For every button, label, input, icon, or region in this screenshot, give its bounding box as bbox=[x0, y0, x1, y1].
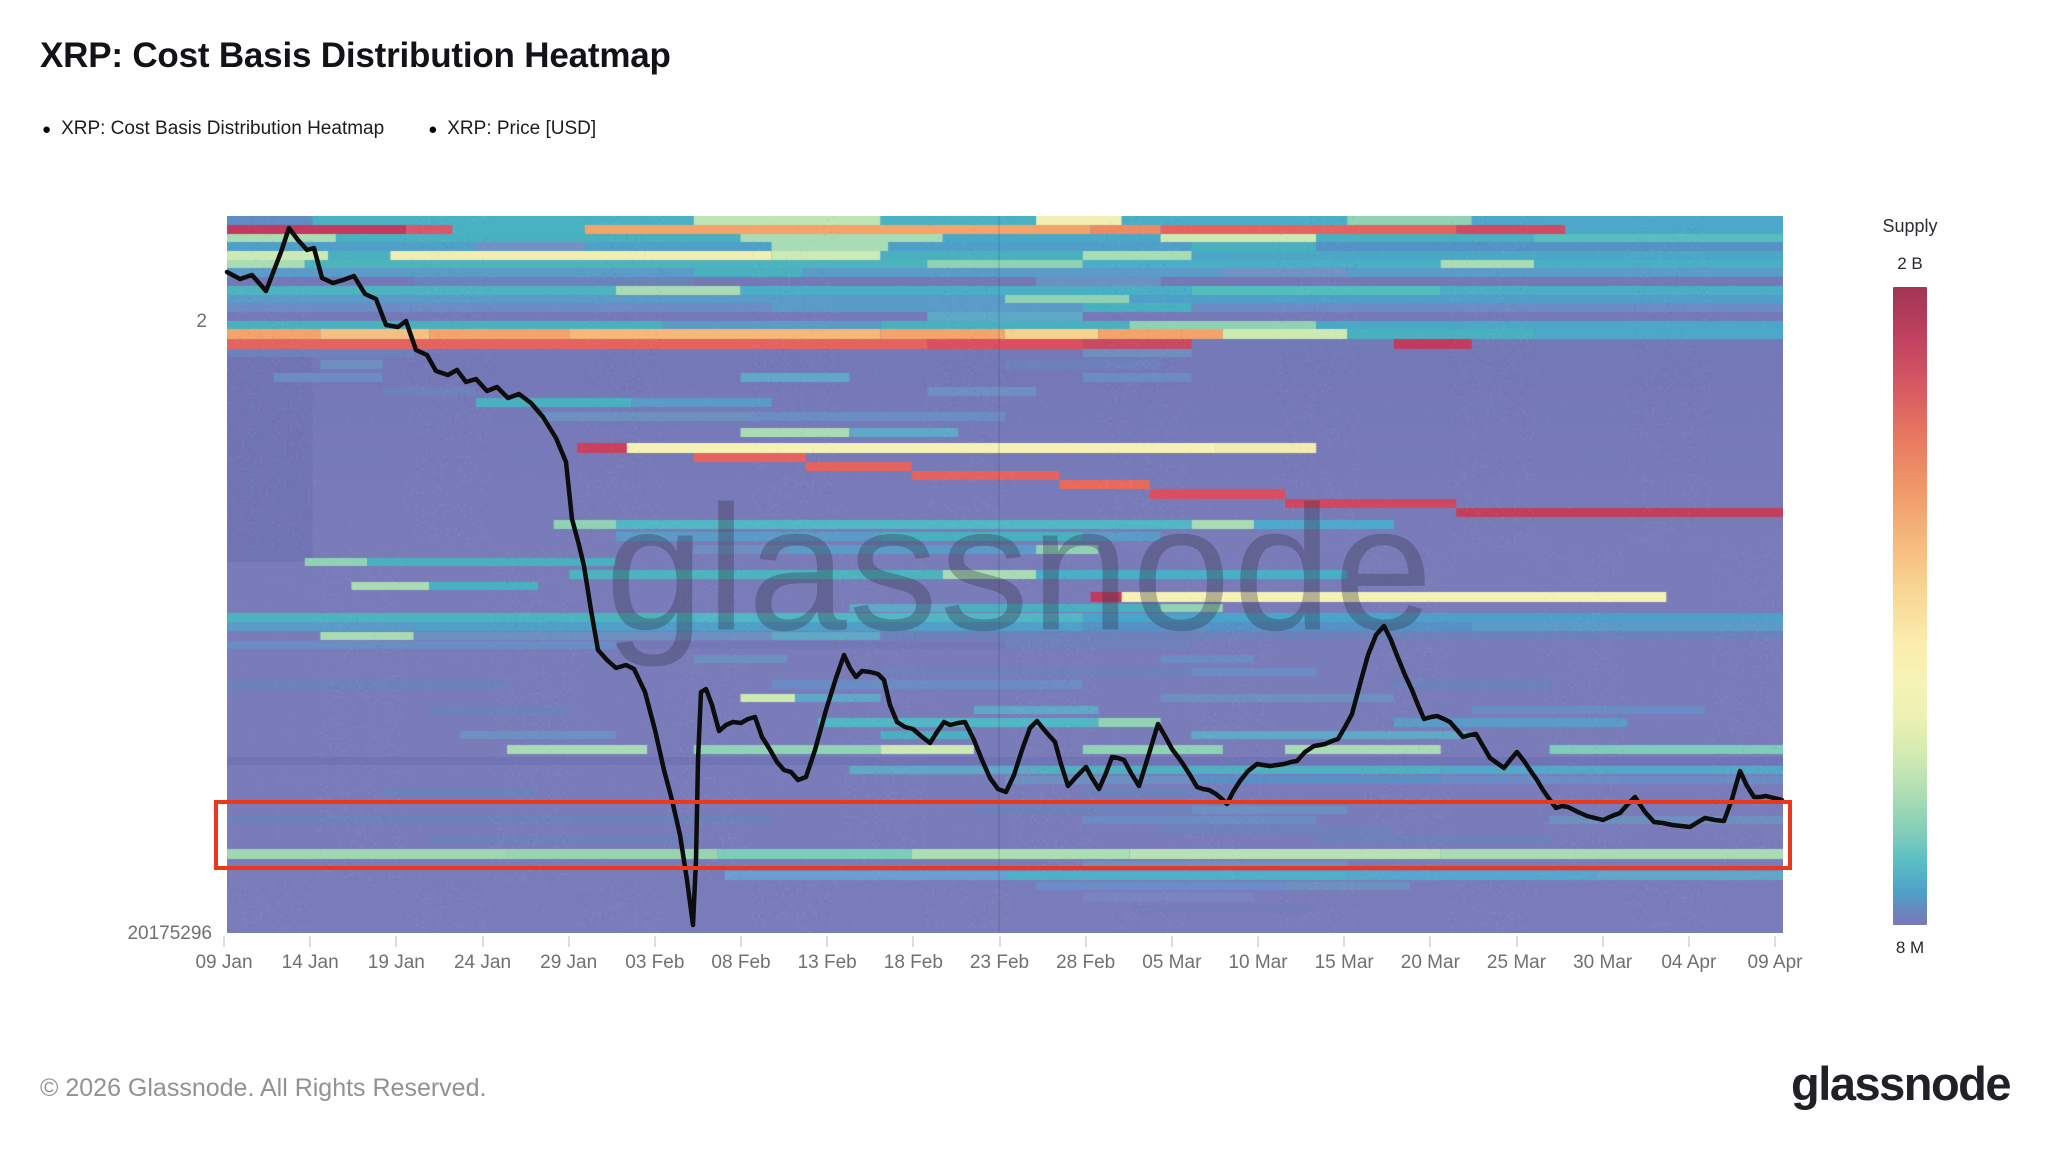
x-axis-label: 09 Apr bbox=[1747, 952, 1803, 973]
legend-item-0[interactable]: ● XRP: Cost Basis Distribution Heatmap bbox=[42, 118, 384, 140]
x-axis-label: 08 Feb bbox=[711, 952, 771, 973]
x-axis-tick bbox=[1687, 936, 1690, 947]
x-axis-label: 30 Mar bbox=[1573, 952, 1633, 973]
x-axis-tick bbox=[653, 936, 656, 947]
x-axis-tick bbox=[481, 936, 484, 947]
x-axis-tick bbox=[1515, 936, 1518, 947]
x-axis-label: 04 Apr bbox=[1661, 952, 1717, 973]
y-axis-label-bottom: 20175296 bbox=[127, 923, 212, 944]
page-title: XRP: Cost Basis Distribution Heatmap bbox=[40, 36, 671, 75]
x-axis-label: 25 Mar bbox=[1486, 952, 1547, 973]
x-axis-tick bbox=[1343, 936, 1346, 947]
x-axis-label: 23 Feb bbox=[969, 952, 1030, 973]
legend-dot-icon: ● bbox=[42, 120, 52, 138]
x-axis-label: 29 Jan bbox=[540, 952, 598, 973]
x-axis-tick bbox=[395, 936, 398, 947]
x-axis-tick bbox=[1170, 936, 1173, 947]
x-axis-tick bbox=[1084, 936, 1087, 947]
colorbar-gradient bbox=[1893, 287, 1927, 925]
x-axis-tick bbox=[1429, 936, 1432, 947]
colorbar-min-label: 8 M bbox=[1895, 938, 1925, 957]
x-axis-label: 10 Mar bbox=[1228, 952, 1288, 973]
copyright-text: © 2026 Glassnode. All Rights Reserved. bbox=[40, 1074, 487, 1102]
colorbar-max-label: 2 B bbox=[1897, 254, 1923, 273]
y-axis-label-2: 2 bbox=[196, 311, 207, 332]
legend: ● XRP: Cost Basis Distribution Heatmap ● XR… bbox=[42, 118, 596, 140]
x-axis-tick bbox=[309, 936, 312, 947]
x-axis-label: 14 Jan bbox=[281, 952, 339, 973]
x-axis-tick bbox=[912, 936, 915, 947]
x-axis-label: 05 Mar bbox=[1142, 952, 1202, 973]
x-axis-label: 24 Jan bbox=[453, 952, 512, 973]
x-axis-tick bbox=[998, 936, 1001, 947]
legend-dot-icon: ● bbox=[428, 120, 438, 138]
x-axis-tick bbox=[223, 936, 225, 947]
x-axis-tick bbox=[1257, 936, 1259, 947]
legend-label: XRP: Cost Basis Distribution Heatmap bbox=[61, 118, 385, 139]
glassnode-logo: glassnode bbox=[1791, 1057, 2011, 1110]
x-axis-label: 28 Feb bbox=[1056, 952, 1116, 973]
legend-item-1[interactable]: ● XRP: Price [USD] bbox=[428, 118, 596, 140]
x-axis-label: 20 Mar bbox=[1400, 952, 1460, 973]
colorbar-title: Supply bbox=[1882, 216, 1938, 236]
x-axis-label: 19 Jan bbox=[367, 952, 425, 973]
x-axis-label: 18 Feb bbox=[883, 952, 943, 973]
x-axis-label: 09 Jan bbox=[195, 952, 253, 973]
x-axis-tick bbox=[740, 936, 742, 947]
x-axis-tick bbox=[567, 936, 570, 947]
x-axis-tick bbox=[1601, 936, 1604, 947]
x-axis-tick bbox=[1774, 936, 1776, 947]
heatmap-canvas[interactable] bbox=[227, 216, 1783, 933]
legend-label: XRP: Price [USD] bbox=[447, 118, 597, 139]
x-axis-label: 15 Mar bbox=[1314, 952, 1374, 973]
x-axis-label: 03 Feb bbox=[625, 952, 685, 973]
x-axis-tick bbox=[826, 936, 829, 947]
x-axis-label: 13 Feb bbox=[797, 952, 857, 973]
